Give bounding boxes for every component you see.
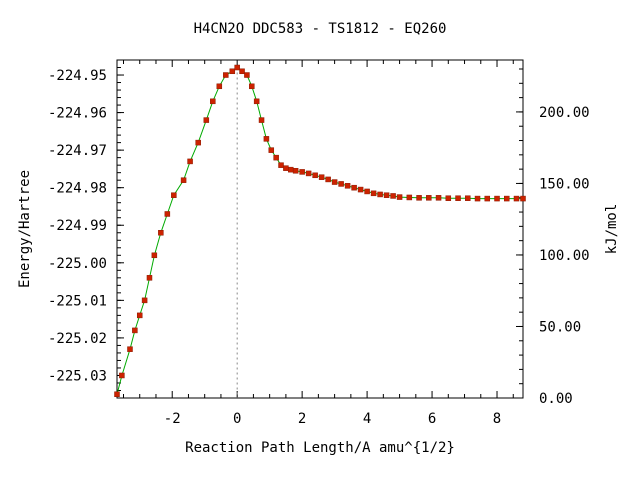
data-point <box>210 98 216 105</box>
data-point <box>513 195 520 202</box>
data-point <box>223 72 229 78</box>
data-point <box>299 169 305 175</box>
data-point <box>465 195 471 201</box>
y-tick-label: -224.99 <box>48 218 107 234</box>
data-point <box>229 68 236 75</box>
y-tick-label: -225.01 <box>48 293 107 309</box>
data-point <box>504 195 510 202</box>
data-point <box>171 192 177 198</box>
chart-title: H4CN2O DDC583 - TS1812 - EQ260 <box>194 21 447 37</box>
x-tick-label: 0 <box>233 411 241 427</box>
data-point <box>141 297 148 304</box>
data-point <box>180 177 187 183</box>
data-point <box>325 176 331 183</box>
data-point <box>136 312 143 319</box>
data-point <box>455 195 461 201</box>
y-tick-label: -224.95 <box>48 68 107 84</box>
y-tick-label: -224.96 <box>48 106 107 122</box>
data-point <box>426 195 432 201</box>
data-point <box>338 181 344 187</box>
y2-tick-label: 100.00 <box>539 248 590 264</box>
data-point <box>344 183 351 189</box>
data-point <box>312 172 318 179</box>
data-point <box>249 83 255 90</box>
data-point <box>158 230 164 236</box>
data-point <box>278 162 284 168</box>
data-point <box>114 391 120 397</box>
plot-area-frame <box>116 59 524 399</box>
y-tick-label: -224.97 <box>48 143 107 159</box>
data-point <box>203 117 210 123</box>
data-point <box>268 147 275 153</box>
y-tick-label: -225.00 <box>48 256 107 272</box>
x-tick-label: 2 <box>298 411 306 427</box>
x-tick-label: 8 <box>493 411 501 427</box>
data-point <box>377 191 383 198</box>
series-line <box>116 66 523 395</box>
data-point <box>195 139 201 146</box>
data-point <box>416 195 422 201</box>
data-point <box>494 195 500 202</box>
data-point <box>383 192 390 198</box>
y2-axis-label: kJ/mol <box>604 204 620 255</box>
data-point <box>370 190 377 197</box>
y-axis-label: Energy/Hartree <box>17 170 33 288</box>
data-point <box>331 179 338 185</box>
data-point <box>292 168 299 174</box>
data-point <box>396 194 403 200</box>
data-point <box>234 64 240 71</box>
data-point <box>132 327 138 334</box>
data-point <box>216 83 223 90</box>
data-point <box>187 158 193 165</box>
data-point <box>484 195 491 202</box>
data-point <box>283 165 289 171</box>
ticks-layer: -2 0 2 4 6 8 -224.95 -224.96 -224.97 -224.98 -224.… <box>48 59 590 427</box>
data-point <box>146 275 153 281</box>
data-point <box>435 195 442 201</box>
data-point <box>445 195 452 201</box>
data-point <box>127 346 133 352</box>
data-point <box>318 174 325 180</box>
data-point <box>351 184 357 191</box>
y2-tick-label: 200.00 <box>539 105 590 121</box>
data-point <box>244 72 250 78</box>
data-point <box>239 68 245 75</box>
y2-tick-label: 0.00 <box>539 391 573 407</box>
data-point <box>164 211 171 217</box>
data-point <box>474 195 481 202</box>
data-point <box>263 136 270 142</box>
data-point <box>520 195 526 202</box>
data-point <box>288 166 294 173</box>
data-point <box>258 117 265 123</box>
data-point <box>253 98 260 105</box>
y-tick-label: -225.02 <box>48 331 107 347</box>
y-tick-label: -224.98 <box>48 181 107 197</box>
data-point <box>406 194 413 201</box>
data-point <box>119 372 125 379</box>
y2-tick-label: 150.00 <box>539 176 590 192</box>
y2-tick-label: 50.00 <box>539 319 581 335</box>
y-tick-label: -225.03 <box>48 368 107 384</box>
x-tick-label: 6 <box>428 411 436 427</box>
data-point <box>357 186 364 193</box>
data-point <box>305 170 312 177</box>
data-point <box>273 154 279 161</box>
data-point <box>390 193 396 199</box>
data-point <box>151 252 158 259</box>
x-tick-label: 4 <box>363 411 371 427</box>
x-tick-label: -2 <box>164 411 181 427</box>
data-point <box>364 188 370 195</box>
x-axis-label: Reaction Path Length/A amu^{1/2} <box>185 440 455 456</box>
series-layer <box>114 64 526 397</box>
